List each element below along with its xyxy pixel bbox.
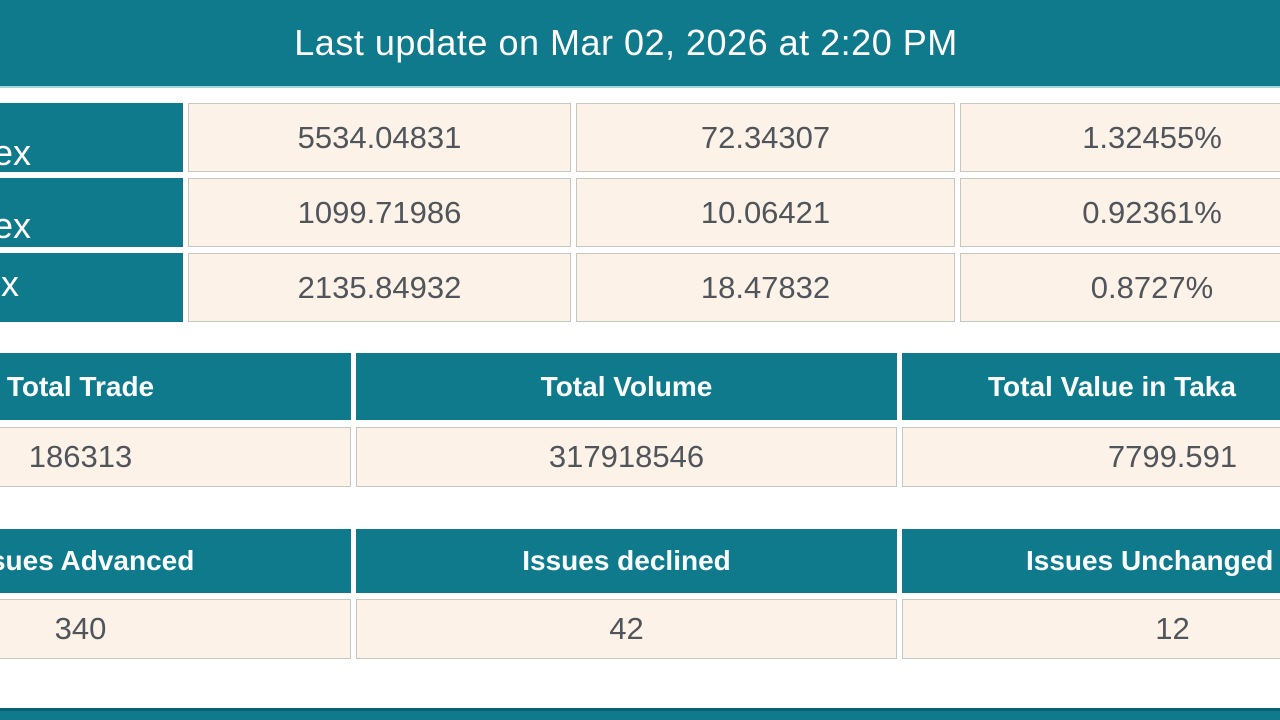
issues-advanced-value: 340 [0,599,351,659]
total-volume-header: Total Volume [356,353,897,420]
total-value-value: 7799.591 [902,427,1280,487]
last-update-banner: Last update on Mar 02, 2026 at 2:20 PM [0,0,1280,88]
index-name-cell: x [0,253,183,322]
index-change-pct-cell: 0.92361% [960,178,1280,247]
index-name-label: ex [0,205,32,246]
index-value-cell: 5534.04831 [188,103,571,172]
issues-declined-header: Issues declined [356,529,897,593]
total-trade-header: Total Trade [0,353,351,420]
total-value-header: Total Value in Taka [902,353,1280,420]
totals-table: Total Trade Total Volume Total Value in … [0,353,1280,487]
index-change-cell: 18.47832 [576,253,955,322]
index-change-pct-cell: 0.8727% [960,253,1280,322]
total-trade-value: 186313 [0,427,351,487]
bottom-section-bar [0,708,1280,720]
last-update-text: Last update on Mar 02, 2026 at 2:20 PM [294,22,958,63]
index-value-cell: 1099.71986 [188,178,571,247]
index-change-cell: 72.34307 [576,103,955,172]
issues-declined-value: 42 [356,599,897,659]
issues-unchanged-value: 12 [902,599,1280,659]
issues-table: Issues Advanced Issues declined Issues U… [0,529,1280,659]
index-name-cell: ex [0,178,183,247]
index-name-label: x [1,263,19,304]
issues-advanced-header: Issues Advanced [0,529,351,593]
index-name-label: ex [0,132,32,173]
index-name-cell: ex [0,103,183,173]
total-volume-value: 317918546 [356,427,897,487]
issues-unchanged-header: Issues Unchanged [902,529,1280,593]
index-change-cell: 10.06421 [576,178,955,247]
index-summary-table: ex 5534.04831 72.34307 1.32455% ex 1099.… [0,103,1280,322]
index-value-cell: 2135.84932 [188,253,571,322]
index-change-pct-cell: 1.32455% [960,103,1280,172]
